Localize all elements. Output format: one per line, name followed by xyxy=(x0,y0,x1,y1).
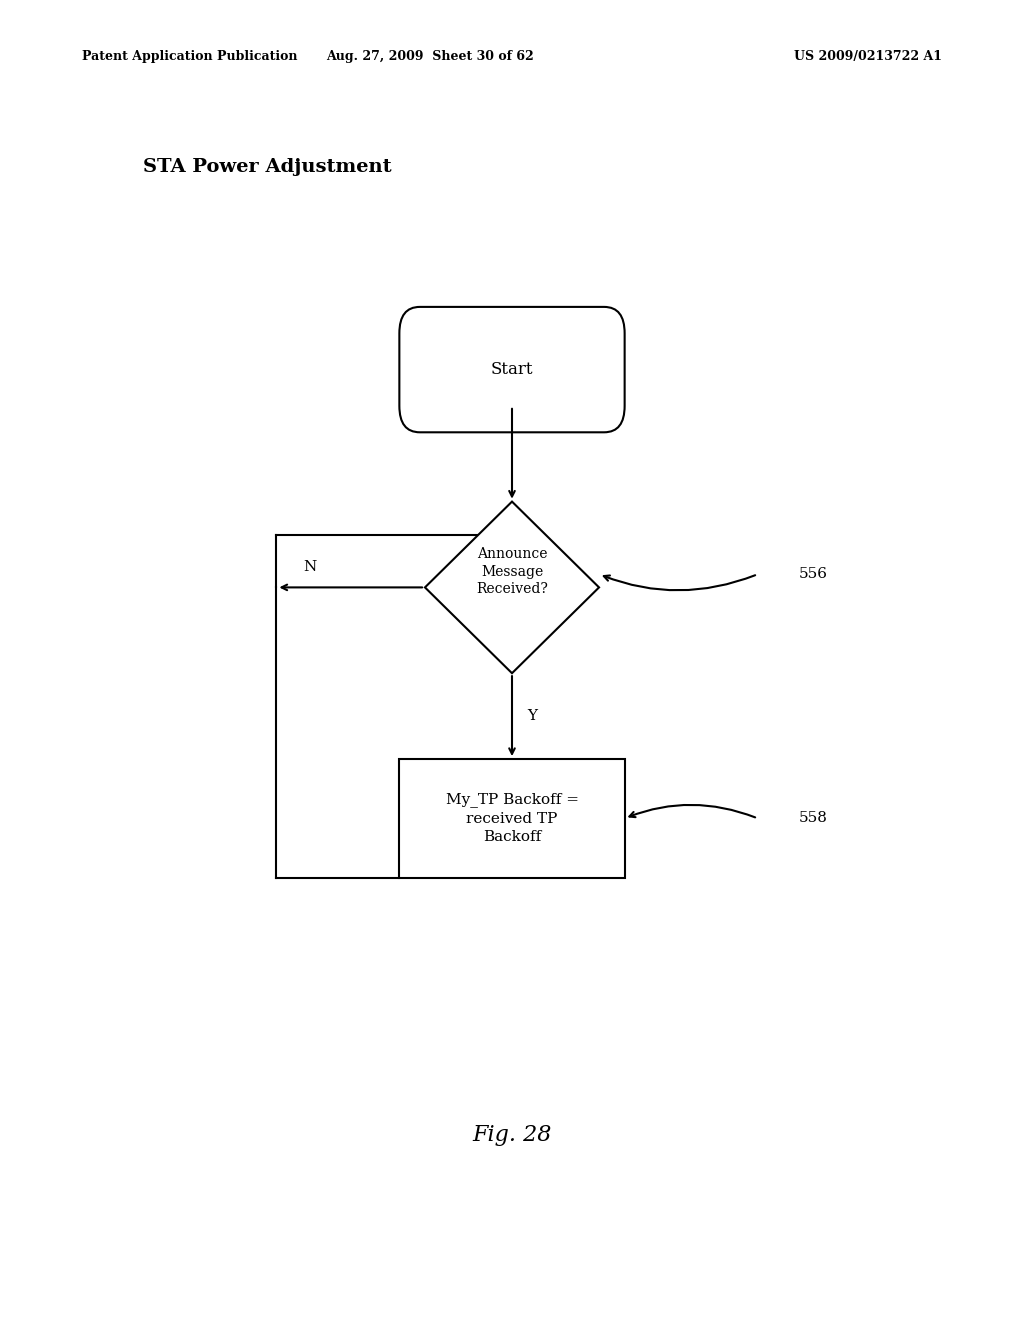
Polygon shape xyxy=(425,502,599,673)
Text: Aug. 27, 2009  Sheet 30 of 62: Aug. 27, 2009 Sheet 30 of 62 xyxy=(327,50,534,63)
Text: 558: 558 xyxy=(799,812,827,825)
Text: STA Power Adjustment: STA Power Adjustment xyxy=(143,158,392,177)
Text: N: N xyxy=(303,560,316,574)
Text: 556: 556 xyxy=(799,568,827,581)
Text: Patent Application Publication: Patent Application Publication xyxy=(82,50,297,63)
Text: Announce
Message
Received?: Announce Message Received? xyxy=(476,548,548,595)
Text: My_TP Backoff =
received TP
Backoff: My_TP Backoff = received TP Backoff xyxy=(445,792,579,845)
FancyBboxPatch shape xyxy=(399,308,625,433)
Text: Fig. 28: Fig. 28 xyxy=(472,1125,552,1146)
Text: Y: Y xyxy=(527,709,538,723)
Text: US 2009/0213722 A1: US 2009/0213722 A1 xyxy=(794,50,942,63)
FancyBboxPatch shape xyxy=(399,759,625,878)
Text: Start: Start xyxy=(490,362,534,378)
